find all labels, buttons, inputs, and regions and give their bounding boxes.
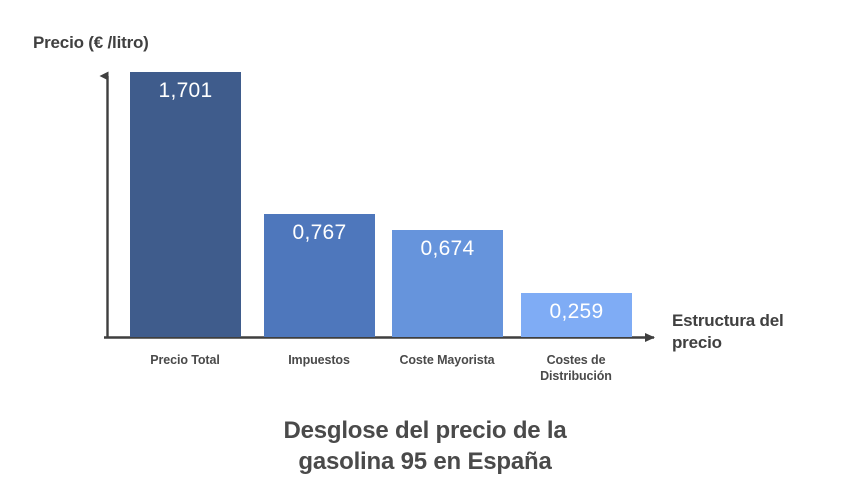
tick-label-line-1: Impuestos	[288, 353, 350, 367]
x-axis-label-line-2: precio	[672, 333, 722, 352]
plot-area: 1,701 0,767 0,674 0,259	[104, 60, 660, 337]
x-axis-label: Estructura del precio	[672, 310, 837, 354]
bar-coste-mayorista[interactable]: 0,674	[392, 230, 503, 337]
tick-label-precio-total: Precio Total	[120, 352, 250, 368]
bar-costes-distribucion[interactable]: 0,259	[521, 293, 632, 337]
bar-value-costes-distribucion: 0,259	[549, 300, 604, 323]
tick-label-coste-mayorista: Coste Mayorista	[382, 352, 512, 368]
tick-label-line-1: Coste Mayorista	[399, 353, 495, 367]
tick-label-line-2: Distribución	[540, 369, 612, 383]
chart-title-line-2: gasolina 95 en España	[298, 448, 552, 475]
x-axis-tick-labels: Precio Total Impuestos Coste Mayorista C…	[104, 352, 660, 398]
bar-value-impuestos: 0,767	[292, 221, 347, 244]
bar-value-precio-total: 1,701	[158, 79, 213, 102]
y-axis-label: Precio (€ /litro)	[33, 33, 149, 52]
tick-label-line-1: Costes de	[546, 353, 606, 367]
bar-precio-total[interactable]: 1,701	[130, 72, 241, 337]
tick-label-costes-distribucion: Costes de Distribución	[511, 352, 641, 384]
tick-label-impuestos: Impuestos	[254, 352, 384, 368]
chart-title: Desglose del precio de la gasolina 95 en…	[0, 415, 850, 477]
bar-impuestos[interactable]: 0,767	[264, 214, 375, 337]
tick-label-line-1: Precio Total	[150, 353, 220, 367]
chart-title-line-1: Desglose del precio de la	[283, 417, 567, 444]
bar-value-coste-mayorista: 0,674	[420, 237, 475, 260]
x-axis-label-line-1: Estructura del	[672, 311, 784, 330]
